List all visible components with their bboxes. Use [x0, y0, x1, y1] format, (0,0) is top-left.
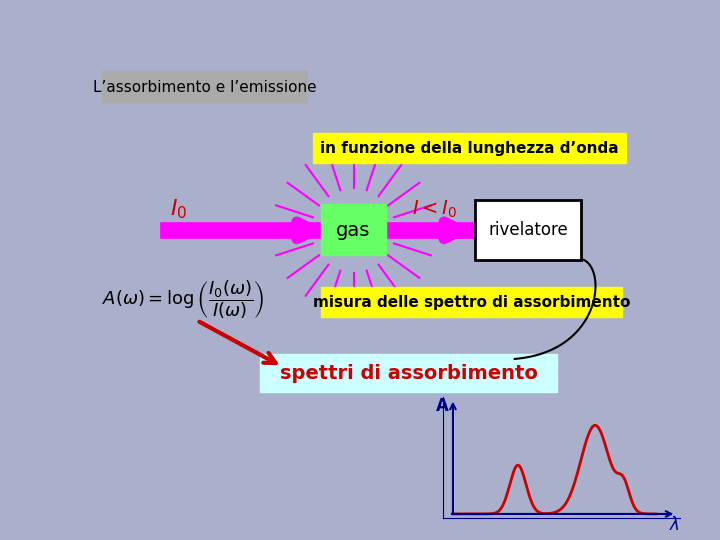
- Text: spettri di assorbimento: spettri di assorbimento: [279, 364, 537, 383]
- Text: $I < I_0$: $I < I_0$: [413, 199, 457, 220]
- Text: misura delle spettro di assorbimento: misura delle spettro di assorbimento: [312, 295, 630, 310]
- Text: gas: gas: [336, 221, 371, 240]
- Text: A: A: [436, 397, 449, 415]
- Text: rivelatore: rivelatore: [488, 221, 568, 239]
- FancyBboxPatch shape: [321, 287, 622, 318]
- Text: L’assorbimento e l’emissione: L’assorbimento e l’emissione: [93, 80, 317, 96]
- Text: in funzione della lunghezza d’onda: in funzione della lunghezza d’onda: [320, 141, 619, 156]
- Text: $A(\omega) = \log\left(\dfrac{I_0(\omega)}{I(\omega)}\right)$: $A(\omega) = \log\left(\dfrac{I_0(\omega…: [102, 278, 264, 321]
- Text: $\lambda$: $\lambda$: [669, 516, 680, 534]
- FancyBboxPatch shape: [321, 204, 386, 255]
- FancyBboxPatch shape: [475, 200, 580, 260]
- Text: $I_0$: $I_0$: [171, 198, 188, 221]
- FancyBboxPatch shape: [102, 71, 307, 102]
- FancyBboxPatch shape: [313, 132, 626, 164]
- FancyBboxPatch shape: [260, 354, 557, 392]
